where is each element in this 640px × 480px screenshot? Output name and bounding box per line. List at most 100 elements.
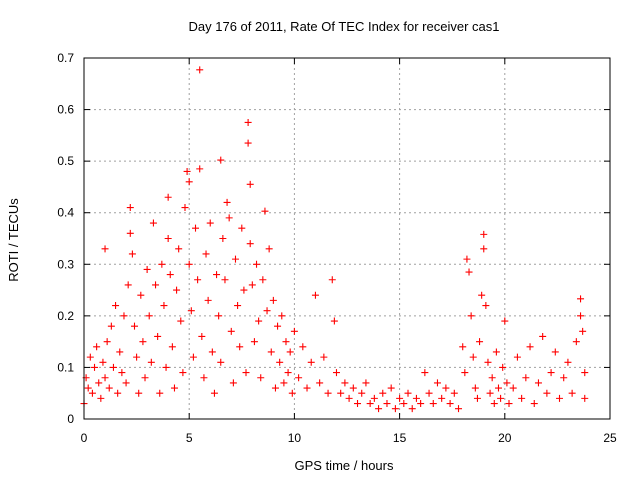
data-point bbox=[267, 348, 275, 356]
data-point bbox=[370, 394, 378, 402]
data-point bbox=[330, 317, 338, 325]
data-point bbox=[497, 394, 505, 402]
data-point bbox=[250, 338, 258, 346]
data-point bbox=[204, 296, 212, 304]
data-point bbox=[383, 400, 391, 408]
data-point bbox=[324, 389, 332, 397]
data-point bbox=[156, 389, 164, 397]
data-point bbox=[421, 369, 429, 377]
x-tick-label: 5 bbox=[186, 431, 193, 445]
data-point bbox=[120, 312, 128, 320]
data-point bbox=[375, 405, 383, 413]
data-point bbox=[122, 379, 130, 387]
y-axis-label: ROTI / TECUs bbox=[6, 198, 21, 282]
data-point bbox=[187, 307, 195, 315]
data-point bbox=[261, 207, 269, 215]
data-point bbox=[91, 363, 99, 371]
data-point bbox=[145, 312, 153, 320]
y-tick-label: 0 bbox=[67, 412, 74, 426]
data-point bbox=[101, 245, 109, 253]
y-tick-label: 0.4 bbox=[57, 206, 74, 220]
data-point bbox=[194, 276, 202, 284]
data-point bbox=[286, 348, 294, 356]
data-point bbox=[126, 229, 134, 237]
data-point bbox=[164, 193, 172, 201]
data-point bbox=[433, 379, 441, 387]
data-point bbox=[133, 353, 141, 361]
data-point bbox=[362, 379, 370, 387]
data-point bbox=[215, 312, 223, 320]
data-point bbox=[229, 379, 237, 387]
data-point bbox=[556, 394, 564, 402]
data-point bbox=[499, 363, 507, 371]
data-point bbox=[408, 405, 416, 413]
data-point bbox=[168, 343, 176, 351]
data-point bbox=[337, 389, 345, 397]
data-point bbox=[492, 348, 500, 356]
data-point bbox=[560, 374, 568, 382]
data-point bbox=[149, 219, 157, 227]
data-point bbox=[284, 369, 292, 377]
data-point bbox=[126, 204, 134, 212]
data-point bbox=[581, 369, 589, 377]
data-point bbox=[97, 394, 105, 402]
data-point bbox=[181, 204, 189, 212]
data-point bbox=[114, 389, 122, 397]
data-point bbox=[196, 66, 204, 74]
data-point bbox=[509, 384, 517, 392]
chart-title: Day 176 of 2011, Rate Of TEC Index for r… bbox=[189, 19, 500, 34]
data-point bbox=[265, 245, 273, 253]
data-point bbox=[246, 180, 254, 188]
data-point bbox=[299, 343, 307, 351]
data-point bbox=[482, 302, 490, 310]
data-point bbox=[137, 291, 145, 299]
data-point bbox=[135, 389, 143, 397]
data-point bbox=[534, 379, 542, 387]
data-point bbox=[206, 219, 214, 227]
data-point bbox=[484, 358, 492, 366]
data-point bbox=[217, 156, 225, 164]
data-point bbox=[109, 363, 117, 371]
data-point bbox=[152, 281, 160, 289]
data-point bbox=[255, 317, 263, 325]
data-point bbox=[307, 358, 315, 366]
data-point bbox=[577, 312, 585, 320]
data-point bbox=[579, 327, 587, 335]
data-point bbox=[391, 405, 399, 413]
data-point bbox=[577, 295, 585, 303]
data-point bbox=[175, 245, 183, 253]
data-point bbox=[223, 198, 231, 206]
grid bbox=[84, 58, 610, 419]
data-point bbox=[467, 312, 475, 320]
data-point bbox=[303, 384, 311, 392]
data-point bbox=[316, 379, 324, 387]
data-point bbox=[234, 302, 242, 310]
data-point bbox=[225, 214, 233, 222]
data-point bbox=[526, 343, 534, 351]
data-point bbox=[345, 394, 353, 402]
data-point bbox=[572, 338, 580, 346]
data-point bbox=[358, 389, 366, 397]
data-point bbox=[295, 374, 303, 382]
data-point bbox=[311, 291, 319, 299]
data-point bbox=[166, 271, 174, 279]
data-point bbox=[501, 317, 509, 325]
data-point bbox=[404, 389, 412, 397]
data-point bbox=[274, 322, 282, 330]
data-point bbox=[469, 353, 477, 361]
data-point bbox=[379, 389, 387, 397]
data-point bbox=[543, 389, 551, 397]
data-point bbox=[147, 358, 155, 366]
data-point bbox=[139, 338, 147, 346]
x-tick-label: 0 bbox=[81, 431, 88, 445]
data-point bbox=[278, 312, 286, 320]
data-point bbox=[522, 374, 530, 382]
data-point bbox=[189, 353, 197, 361]
data-point bbox=[95, 379, 103, 387]
data-point bbox=[192, 224, 200, 232]
data-point bbox=[276, 358, 284, 366]
data-point bbox=[480, 230, 488, 238]
data-point bbox=[86, 353, 94, 361]
data-point bbox=[396, 394, 404, 402]
x-axis-label: GPS time / hours bbox=[295, 458, 394, 473]
